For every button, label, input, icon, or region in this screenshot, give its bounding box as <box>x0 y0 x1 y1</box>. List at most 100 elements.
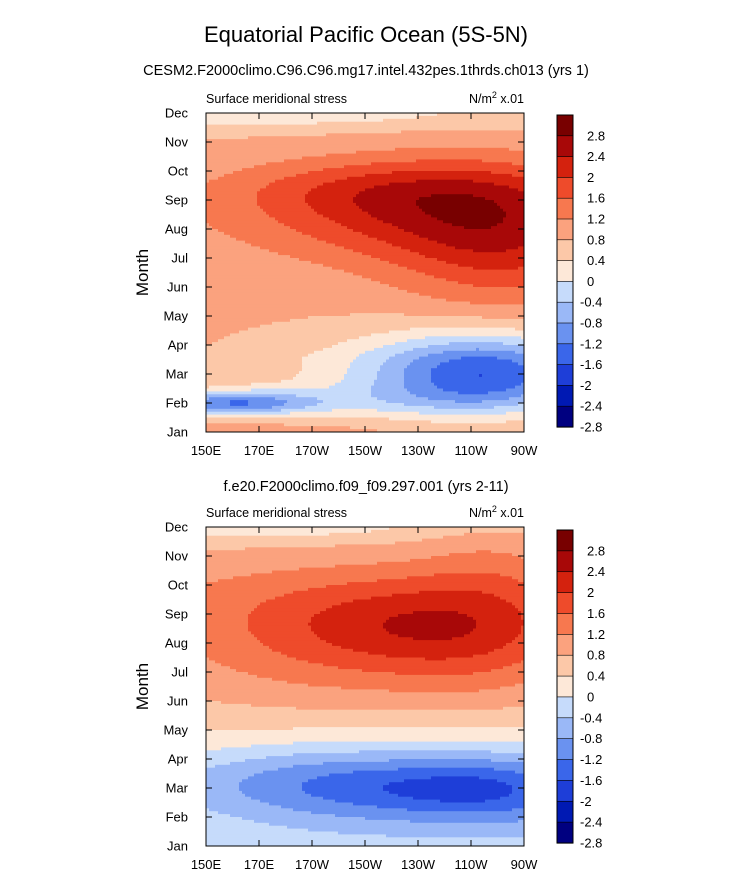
contour-cell <box>425 211 507 216</box>
contour-cell <box>302 359 354 363</box>
contour-cell <box>206 558 411 563</box>
colorbar-swatch <box>556 550 574 573</box>
contour-cell <box>206 400 231 404</box>
contour-cell <box>482 400 524 404</box>
contour-cell <box>206 156 303 160</box>
contour-cell <box>404 382 435 387</box>
contour-cell <box>311 260 390 265</box>
contour-cell <box>284 403 318 407</box>
units-label: N/m2 x.01 <box>469 504 524 520</box>
contour-cell <box>416 269 524 274</box>
contour-cell <box>206 371 300 375</box>
contour-cell <box>206 234 231 239</box>
contour-cell <box>302 368 348 372</box>
contour-cell <box>431 368 524 372</box>
contour-cell <box>491 226 524 230</box>
contour-cell <box>425 657 447 661</box>
contour-cell <box>329 385 372 390</box>
contour-cell <box>323 182 390 187</box>
contour-cell <box>206 628 249 632</box>
contour-cell <box>404 403 519 407</box>
contour-cell <box>491 759 524 763</box>
contour-cell <box>515 637 524 641</box>
contour-cell <box>206 782 240 786</box>
contour-cell <box>521 616 524 621</box>
contour-cell <box>206 695 524 699</box>
contour-cell <box>515 385 524 390</box>
contour-cell <box>344 376 378 381</box>
contour-cell <box>506 249 524 253</box>
contour-cell <box>518 634 524 638</box>
contour-cell <box>329 532 465 537</box>
contour-cell <box>206 721 524 725</box>
contour-cell <box>206 669 237 673</box>
contour-cell <box>299 371 348 375</box>
contour-cell <box>383 785 513 789</box>
contour-cell <box>344 246 402 250</box>
x-tick-label: 90W <box>511 443 538 458</box>
contour-cell <box>521 631 524 635</box>
contour-cell <box>206 660 216 664</box>
contour-cell <box>365 173 513 178</box>
contour-cell <box>206 214 270 218</box>
contour-cell <box>206 211 267 216</box>
contour-cell <box>326 608 519 612</box>
contour-cell <box>206 619 249 624</box>
colorbar-swatch <box>556 405 574 428</box>
contour-cell <box>431 376 524 381</box>
contour-cell <box>206 587 309 592</box>
y-tick-label: Sep <box>165 193 188 208</box>
contour-cell <box>206 666 231 670</box>
contour-cell <box>239 785 303 789</box>
contour-cell <box>206 712 524 717</box>
contour-cell <box>410 391 459 395</box>
contour-cell <box>326 153 524 158</box>
contour-cell <box>443 350 516 355</box>
contour-cell <box>302 788 384 792</box>
contour-cell <box>419 590 483 595</box>
contour-cell <box>335 382 375 387</box>
contour-cell <box>239 782 303 786</box>
contour-cell <box>395 147 510 152</box>
y-tick-label: Nov <box>165 549 189 564</box>
contour-cell <box>224 231 303 236</box>
contour-cell <box>386 359 414 363</box>
contour-cell <box>206 307 524 311</box>
contour-cell <box>419 234 524 239</box>
y-axis-label: Month <box>133 663 152 710</box>
contour-cell <box>218 339 348 343</box>
contour-cell <box>377 429 524 432</box>
contour-cell <box>206 532 330 537</box>
contour-cell <box>479 689 524 693</box>
contour-cell <box>284 176 348 181</box>
contour-cell <box>206 275 363 279</box>
contour-cell <box>266 162 372 166</box>
contour-cell <box>485 197 524 201</box>
contour-cell <box>206 753 294 757</box>
contour-cell <box>428 237 524 242</box>
contour-cell <box>263 643 333 647</box>
contour-cell <box>206 564 336 569</box>
contour-cell <box>434 405 495 410</box>
contour-cell <box>431 374 480 378</box>
contour-cell <box>386 619 477 624</box>
contour-cell <box>356 194 432 198</box>
contour-cell <box>206 127 524 131</box>
contour-cell <box>206 374 297 378</box>
contour-cell <box>296 706 504 711</box>
contour-cell <box>230 403 249 407</box>
contour-cell <box>296 173 366 178</box>
contour-cell <box>374 382 405 387</box>
contour-cell <box>257 202 309 207</box>
contour-cell <box>338 666 504 670</box>
contour-cell <box>377 237 429 242</box>
contour-cell <box>491 750 524 754</box>
contour-cell <box>329 773 524 777</box>
contour-cell <box>311 619 387 624</box>
panel-subtitle: Surface meridional stress <box>206 92 347 106</box>
contour-cell <box>206 318 291 323</box>
contour-cell <box>353 249 411 253</box>
contour-cell <box>206 159 285 163</box>
contour-cell <box>389 330 524 334</box>
contour-cell <box>317 403 405 407</box>
